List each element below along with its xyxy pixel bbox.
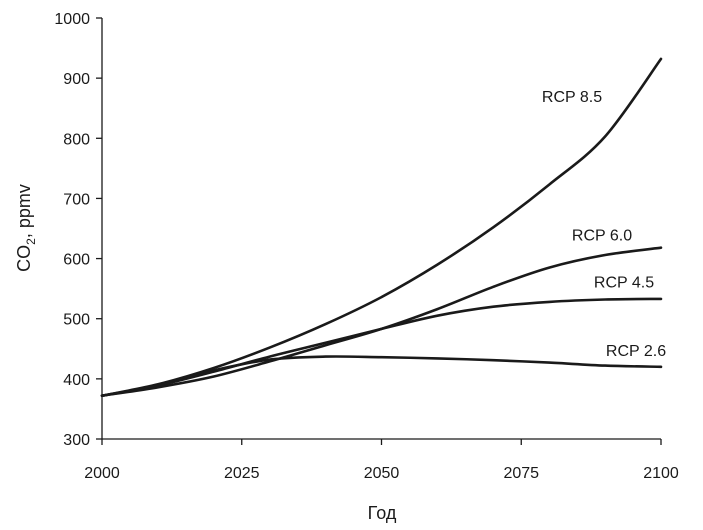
- x-tick-label: 2100: [643, 465, 679, 482]
- y-tick-label: 400: [63, 372, 90, 389]
- y-tick-label: 1000: [54, 11, 90, 28]
- y-axis-title-suffix: , ppmv: [14, 184, 34, 238]
- y-tick-label: 800: [63, 131, 90, 148]
- y-tick-label: 500: [63, 312, 90, 329]
- series-labels: RCP 8.5 RCP 6.0 RCP 4.5 RCP 2.6: [542, 89, 666, 360]
- x-tick-label: 2025: [224, 465, 260, 482]
- y-tick-label: 300: [63, 432, 90, 449]
- series-lines: [100, 57, 663, 397]
- series-line-rcp-8-5: [100, 57, 663, 397]
- series-label-rcp-6-0: RCP 6.0: [572, 228, 632, 245]
- y-axis-title: CO2, ppmv: [14, 184, 38, 272]
- x-axis-title: Год: [368, 503, 397, 523]
- x-tick-label: 2000: [84, 465, 120, 482]
- y-ticks: 300 400 500 600 700 800 900 1000: [54, 11, 102, 449]
- x-tick-label: 2075: [503, 465, 539, 482]
- series-label-rcp-4-5: RCP 4.5: [594, 274, 654, 291]
- y-axis-title-main: CO: [14, 245, 34, 272]
- series-label-rcp-2-6: RCP 2.6: [606, 343, 666, 360]
- y-tick-label: 900: [63, 71, 90, 88]
- x-tick-label: 2050: [364, 465, 400, 482]
- series-label-rcp-8-5: RCP 8.5: [542, 89, 602, 106]
- y-tick-label: 700: [63, 191, 90, 208]
- series-line-rcp-2-6: [100, 355, 663, 397]
- x-ticks: 2000 2025 2050 2075 2100: [84, 439, 679, 482]
- series-line-rcp-6-0: [100, 246, 663, 397]
- y-axis-title-subscript: 2: [24, 238, 38, 245]
- y-tick-label: 600: [63, 252, 90, 269]
